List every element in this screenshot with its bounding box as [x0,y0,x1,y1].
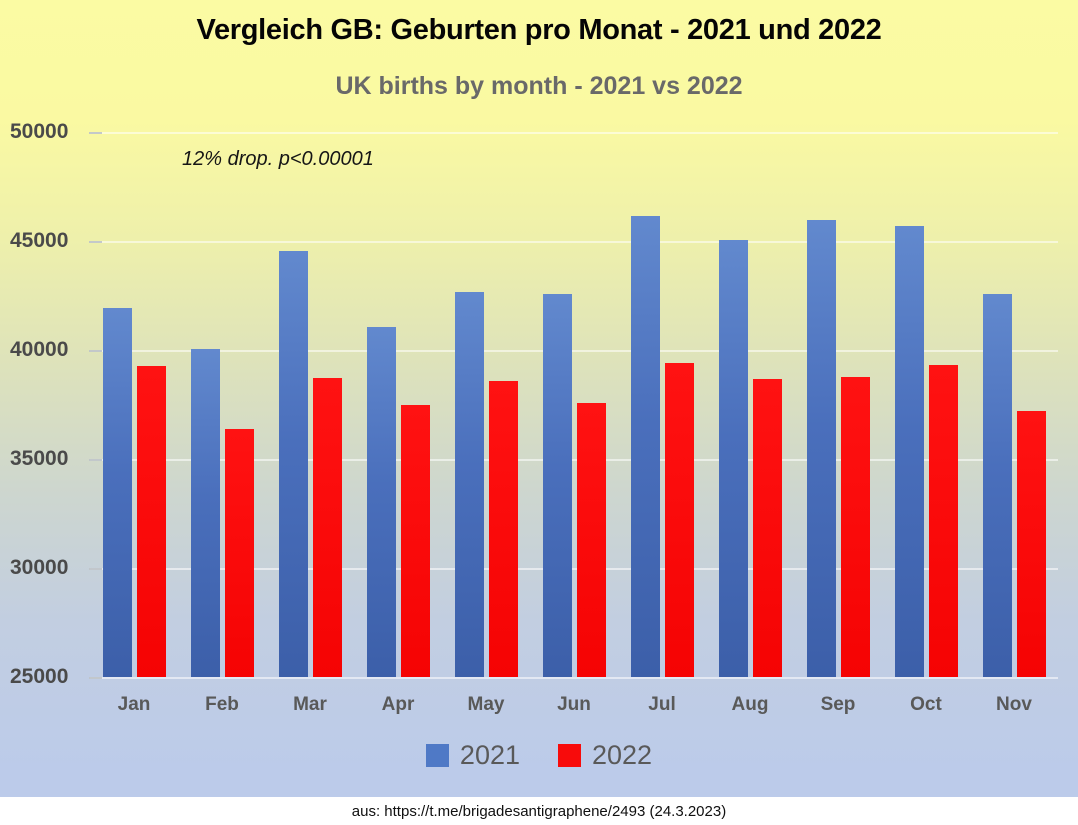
y-axis-label-30000: 30000 [10,556,69,579]
y-axis-label-25000: 25000 [10,665,69,688]
x-axis-label-may: May [467,694,505,715]
y-axis-label-35000: 35000 [10,447,69,470]
legend-swatch-2022 [558,744,581,767]
legend-item-2021: 2021 [425,740,520,771]
legend-item-2022: 2022 [558,740,652,771]
bar-2022-may [489,380,518,677]
bar-2021-aug [719,239,748,677]
bar-group-oct [882,132,970,677]
bar-group-nov [970,132,1058,677]
gridline-50000 [90,132,1058,134]
bar-2022-mar [313,378,342,677]
bar-2022-apr [401,404,430,677]
x-axis-label-feb: Feb [205,694,239,715]
bar-2021-apr [367,327,396,677]
bar-2021-feb [191,348,220,677]
bar-2021-mar [279,250,308,677]
bar-2021-jan [103,307,132,677]
legend-label-2021: 2021 [459,740,520,770]
y-tick-25000 [89,677,102,679]
y-axis-label-40000: 40000 [10,338,69,361]
gridline-35000 [90,459,1058,461]
plot-area: Jan Feb Mar Apr May Jun Jul Aug Sep Oct Nov [89,132,1058,715]
bar-2021-jul [631,215,660,677]
x-axis-label-nov: Nov [996,694,1032,715]
bar-2022-nov [1017,411,1046,677]
y-tick-50000 [89,132,102,134]
x-axis-label-aug: Aug [731,694,769,715]
bar-2022-jan [137,366,166,677]
x-axis-label-jun: Jun [557,694,591,715]
chart-title: Vergleich GB: Geburten pro Monat - 2021 … [196,14,882,46]
bar-2022-aug [753,379,782,677]
bar-2022-feb [225,428,254,677]
x-axis-label-jan: Jan [117,694,151,715]
bar-2021-nov [983,294,1012,677]
bar-group-aug [706,132,794,677]
bar-2022-oct [929,365,958,677]
bar-group-sep [794,132,882,677]
bar-group-jan [90,132,178,677]
bar-2021-sep [807,220,836,677]
gridline-25000 [90,677,1058,679]
chart-subtitle: UK births by month - 2021 vs 2022 [335,72,743,100]
x-axis-label-oct: Oct [910,694,942,715]
legend-label-2022: 2022 [592,740,653,770]
gridline-30000 [90,568,1058,570]
x-axis-label-mar: Mar [293,694,327,715]
gridline-45000 [90,241,1058,243]
y-tick-35000 [89,459,102,461]
y-axis-label-50000: 50000 [10,120,69,143]
bar-2021-may [455,292,484,677]
bar-group-apr [354,132,442,677]
bar-group-jun [530,132,618,677]
bar-2022-sep [841,377,870,677]
bar-2021-oct [895,225,924,677]
bar-group-jul [618,132,706,677]
bar-2022-jun [577,403,606,677]
legend: 2021 2022 [0,740,1078,771]
bar-group-mar [266,132,354,677]
x-axis-label-sep: Sep [820,694,856,715]
bar-2022-jul [665,363,694,677]
source-caption: aus: https://t.me/brigadesantigraphene/2… [0,797,1078,825]
y-tick-30000 [89,568,102,570]
y-axis-label-45000: 45000 [10,229,69,252]
legend-swatch-2021 [425,744,449,767]
bar-2021-jun [543,294,572,677]
y-tick-40000 [89,350,102,352]
gridline-40000 [90,350,1058,352]
chart-annotation: 12% drop. p<0.00001 [182,148,374,170]
bar-group-may [442,132,530,677]
x-axis-label-apr: Apr [381,694,415,715]
x-axis-label-jul: Jul [648,694,676,715]
bar-group-feb [178,132,266,677]
y-tick-45000 [89,241,102,243]
